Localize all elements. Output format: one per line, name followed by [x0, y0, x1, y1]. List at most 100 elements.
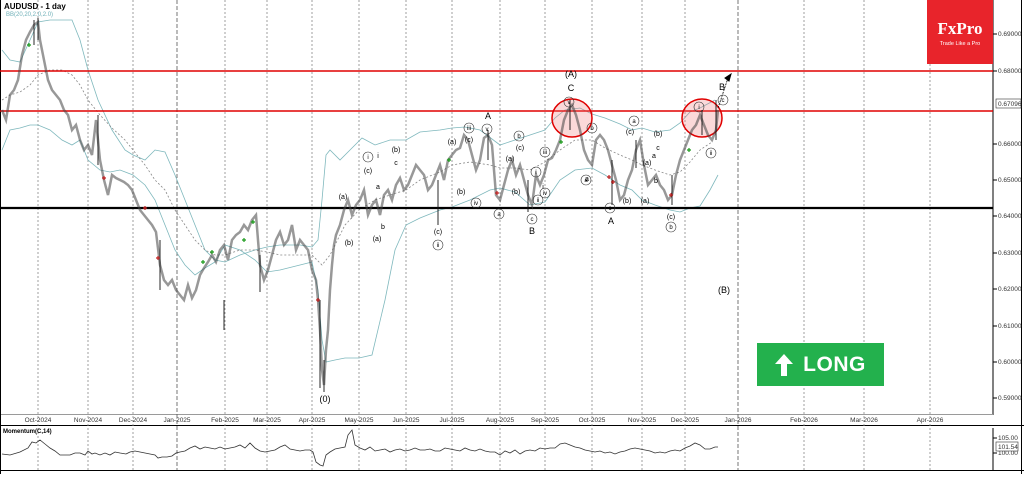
svg-text:Oct-2025: Oct-2025: [579, 417, 606, 424]
svg-text:0.68000: 0.68000: [998, 68, 1022, 75]
svg-text:ii: ii: [537, 198, 540, 204]
symbol-title: AUDUSD - 1 day: [4, 2, 66, 11]
svg-text:i: i: [698, 105, 699, 111]
svg-text:v: v: [568, 100, 571, 106]
current-price-label: 0.67096: [998, 101, 1022, 108]
wave-labels: (0) (A) C A B A B (B): [320, 69, 731, 404]
svg-text:(c): (c): [434, 229, 442, 236]
momentum-line: [1, 429, 718, 467]
svg-text:b: b: [517, 134, 521, 140]
price-axis: 0.69000 0.68000 0.66000 0.65000 0.64000 …: [993, 31, 1022, 402]
svg-text:(b): (b): [512, 189, 521, 196]
svg-text:Nov-2024: Nov-2024: [74, 417, 103, 424]
svg-text:(b): (b): [345, 240, 354, 247]
svg-text:(b): (b): [392, 147, 401, 154]
svg-text:Jan-2026: Jan-2026: [724, 417, 751, 424]
svg-text:i: i: [535, 170, 536, 176]
svg-text:b: b: [590, 126, 594, 132]
price-bars: [0, 18, 720, 392]
momentum-current-value: 101.54: [998, 444, 1018, 451]
minor-wave-labels: (a) (b) (c) (a) i a b (b) c (c) (a) (b) (c) (a) (b…: [339, 129, 675, 247]
svg-text:Apr-2025: Apr-2025: [299, 417, 326, 424]
svg-text:iii: iii: [543, 150, 547, 156]
svg-text:(b): (b): [457, 189, 466, 196]
svg-text:Nov-2025: Nov-2025: [628, 417, 657, 424]
indicator-label: BB(20,20,2.0,2.0): [6, 12, 54, 18]
svg-text:iii: iii: [467, 126, 471, 132]
svg-text:Apr-2026: Apr-2026: [917, 417, 944, 424]
svg-text:B: B: [719, 82, 725, 92]
wave-label-0: (0): [320, 394, 331, 404]
svg-text:c: c: [656, 145, 660, 152]
svg-text:(b): (b): [654, 131, 663, 138]
svg-text:(a): (a): [643, 160, 652, 167]
svg-text:Mar-2025: Mar-2025: [253, 417, 281, 424]
svg-text:c: c: [722, 98, 725, 104]
svg-text:A: A: [485, 111, 491, 121]
svg-text:100.00: 100.00: [998, 450, 1018, 457]
svg-text:0.65000: 0.65000: [998, 177, 1022, 184]
svg-text:Mar-2026: Mar-2026: [850, 417, 878, 424]
svg-text:v: v: [486, 127, 489, 133]
svg-text:ii: ii: [710, 151, 713, 157]
svg-text:(c): (c): [364, 168, 372, 175]
svg-text:Jan-2025: Jan-2025: [163, 417, 190, 424]
brand-tagline: Trade Like a Pro: [939, 41, 981, 47]
svg-text:May-2025: May-2025: [345, 417, 374, 424]
svg-text:i: i: [367, 155, 368, 161]
svg-text:(c): (c): [465, 137, 473, 144]
momentum-axis: 105.00 100.00 101.54: [992, 428, 1019, 470]
svg-text:A: A: [608, 216, 614, 226]
svg-text:iv: iv: [474, 201, 478, 207]
svg-text:Feb-2026: Feb-2026: [790, 417, 818, 424]
arrow-up-icon: [775, 353, 794, 376]
svg-text:0.69000: 0.69000: [998, 31, 1022, 38]
svg-text:c: c: [394, 160, 398, 167]
svg-text:0.61000: 0.61000: [998, 323, 1022, 330]
svg-text:c: c: [531, 217, 534, 223]
svg-text:(a): (a): [448, 139, 457, 146]
svg-text:(B): (B): [718, 285, 730, 295]
circled-labels: [362, 94, 729, 251]
svg-text:i: i: [377, 153, 379, 160]
svg-text:0.59000: 0.59000: [998, 395, 1022, 402]
svg-text:(c): (c): [626, 129, 634, 136]
svg-text:(a): (a): [373, 236, 382, 243]
svg-text:0.64000: 0.64000: [998, 213, 1022, 220]
svg-text:ii: ii: [437, 243, 440, 249]
svg-text:i: i: [542, 184, 544, 191]
svg-text:Aug-2025: Aug-2025: [486, 417, 515, 424]
svg-text:(a): (a): [506, 156, 515, 163]
svg-text:Feb-2025: Feb-2025: [211, 417, 239, 424]
svg-text:0.62000: 0.62000: [998, 286, 1022, 293]
brand-name: FxPro: [937, 19, 983, 38]
svg-text:Dec-2025: Dec-2025: [671, 417, 700, 424]
svg-text:(b): (b): [623, 198, 632, 205]
svg-text:0.66000: 0.66000: [998, 141, 1022, 148]
svg-text:a: a: [497, 212, 501, 218]
svg-text:0.63000: 0.63000: [998, 250, 1022, 257]
long-signal-badge: LONG: [757, 343, 884, 386]
svg-text:(c): (c): [667, 214, 675, 221]
svg-text:(a): (a): [641, 198, 650, 205]
svg-text:a: a: [585, 176, 589, 183]
time-axis: Oct-2024 Nov-2024 Dec-2024 Jan-2025 Feb-…: [25, 417, 944, 424]
svg-text:105.00: 105.00: [998, 435, 1018, 442]
svg-text:Jul-2025: Jul-2025: [440, 417, 465, 424]
svg-text:a: a: [652, 153, 656, 160]
svg-text:a: a: [632, 119, 636, 125]
svg-text:(A): (A): [565, 69, 577, 79]
signal-label: LONG: [803, 352, 866, 376]
svg-text:a: a: [376, 184, 380, 191]
svg-text:(c): (c): [516, 145, 524, 152]
svg-text:b: b: [381, 224, 385, 231]
svg-text:(a): (a): [339, 194, 348, 201]
svg-text:Oct-2024: Oct-2024: [25, 417, 52, 424]
svg-text:Dec-2024: Dec-2024: [119, 417, 148, 424]
brand-logo: FxPro Trade Like a Pro: [927, 0, 993, 64]
svg-text:Sep-2025: Sep-2025: [531, 417, 560, 424]
svg-text:Jun-2025: Jun-2025: [392, 417, 419, 424]
momentum-label: Momentum(C,14): [3, 429, 52, 435]
